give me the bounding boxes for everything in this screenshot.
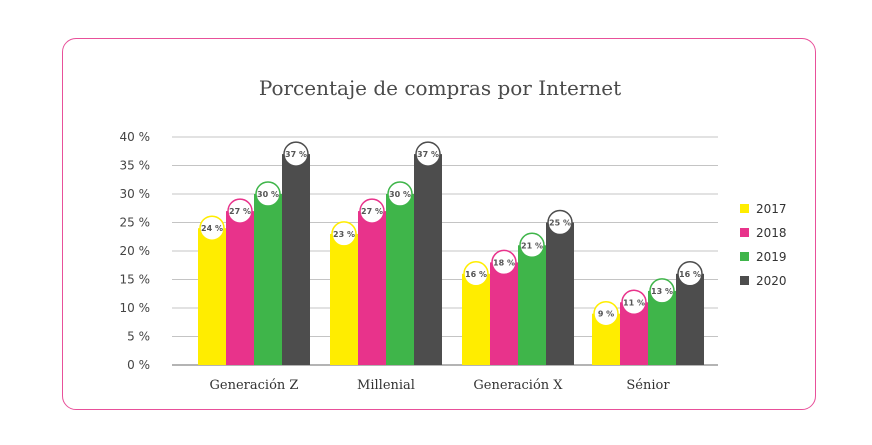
- data-label: 11 %: [623, 298, 645, 307]
- x-tick-label: Generación X: [473, 378, 563, 393]
- legend-label: 2019: [756, 250, 787, 264]
- bar: [490, 262, 518, 365]
- data-label-badge: [491, 249, 517, 276]
- bar: [358, 211, 386, 365]
- data-label-badge: [415, 141, 441, 167]
- bar: [330, 233, 358, 365]
- data-label: 27 %: [361, 207, 383, 216]
- data-label-badge: [227, 198, 253, 224]
- data-label: 16 %: [679, 270, 701, 279]
- y-tick-label: 30 %: [120, 187, 151, 201]
- data-label-badge: [255, 181, 281, 207]
- data-label: 37 %: [285, 150, 307, 159]
- y-tick-label: 40 %: [120, 130, 151, 144]
- data-label-badge: [359, 198, 385, 224]
- data-label-badge: [621, 289, 647, 316]
- bar: [546, 222, 574, 365]
- legend-swatch: [740, 276, 749, 285]
- y-tick-label: 15 %: [120, 273, 151, 287]
- legend-label: 2020: [756, 274, 787, 288]
- y-tick-label: 0 %: [127, 358, 150, 372]
- bar: [226, 211, 254, 365]
- data-label-badge: [331, 221, 357, 247]
- data-label: 9 %: [598, 310, 614, 319]
- legend: 2017 2018 2019 2020: [740, 202, 787, 288]
- data-label: 18 %: [493, 258, 515, 267]
- legend-label: 2018: [756, 226, 787, 240]
- bar: [386, 194, 414, 365]
- bar: [198, 228, 226, 365]
- bar: [518, 245, 546, 365]
- data-label-badge: [519, 232, 545, 259]
- chart-title: Porcentaje de compras por Internet: [259, 76, 621, 100]
- data-label: 13 %: [651, 287, 673, 296]
- y-tick-label: 35 %: [120, 159, 151, 173]
- bar: [254, 194, 282, 365]
- y-tick-label: 10 %: [120, 301, 151, 315]
- data-label: 24 %: [201, 224, 223, 233]
- x-tick-label: Generación Z: [210, 378, 299, 393]
- data-label: 30 %: [257, 190, 279, 199]
- legend-swatch: [740, 204, 749, 213]
- y-tick-label: 25 %: [120, 216, 151, 230]
- data-label-badge: [677, 261, 703, 287]
- data-label-badge: [199, 215, 225, 241]
- data-label: 16 %: [465, 270, 487, 279]
- data-label: 21 %: [521, 241, 543, 250]
- bar: [282, 154, 310, 365]
- data-label-badge: [387, 181, 413, 207]
- bar: [414, 154, 442, 365]
- data-label: 27 %: [229, 207, 251, 216]
- x-axis: Generación Z Millenial Generación X Sénior: [210, 378, 671, 393]
- bars: 24 % 27 % 30 % 37 % 23 % 27 % 30 % 37 % 16 % 18 %…: [198, 141, 704, 365]
- legend-label: 2017: [756, 202, 787, 216]
- data-label: 37 %: [417, 150, 439, 159]
- x-tick-label: Millenial: [357, 378, 415, 393]
- y-tick-label: 5 %: [127, 330, 150, 344]
- bar: [462, 273, 490, 365]
- legend-swatch: [740, 252, 749, 261]
- data-label-badge: [547, 209, 573, 236]
- legend-swatch: [740, 228, 749, 237]
- data-label: 23 %: [333, 230, 355, 239]
- data-label: 30 %: [389, 190, 411, 199]
- data-label-badge: [649, 278, 675, 304]
- y-axis: 0 % 5 % 10 % 15 % 20 % 25 % 30 % 35 % 40 %: [120, 130, 151, 372]
- bar: [676, 273, 704, 365]
- data-label: 25 %: [549, 219, 571, 228]
- data-label-badge: [463, 261, 489, 287]
- y-tick-label: 20 %: [120, 244, 151, 258]
- x-tick-label: Sénior: [626, 378, 670, 393]
- data-label-badge: [283, 141, 309, 167]
- data-label-badge: [593, 300, 619, 327]
